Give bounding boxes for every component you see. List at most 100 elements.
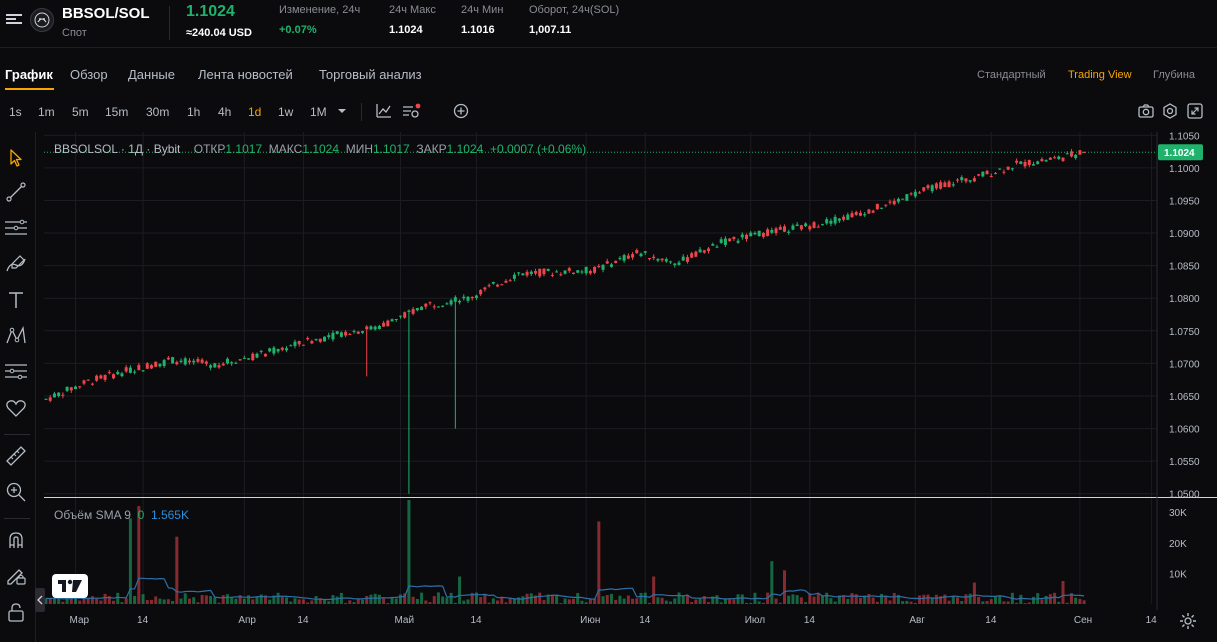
pattern-tool-icon[interactable] bbox=[4, 324, 28, 348]
cursor-tool-icon[interactable] bbox=[4, 146, 28, 170]
volume-bar bbox=[795, 595, 799, 604]
interval-30m[interactable]: 30m bbox=[146, 105, 170, 119]
settings-icon[interactable] bbox=[1161, 102, 1179, 120]
tab-news-feed[interactable]: Лента новостей bbox=[198, 67, 293, 82]
volume-bar bbox=[964, 594, 968, 604]
candle-body bbox=[635, 250, 639, 254]
volume-bar bbox=[901, 601, 905, 604]
candle-body bbox=[57, 392, 61, 397]
candle-body bbox=[120, 373, 124, 377]
interval-1m[interactable]: 1m bbox=[38, 105, 55, 119]
volume-bar bbox=[500, 597, 504, 604]
add-compare-icon[interactable] bbox=[452, 102, 470, 120]
fullscreen-icon[interactable] bbox=[1186, 102, 1204, 120]
collapse-toolbar-icon[interactable] bbox=[35, 588, 45, 612]
lock-icon[interactable] bbox=[4, 600, 28, 624]
candle-body bbox=[1057, 156, 1061, 160]
candle-body bbox=[276, 349, 280, 352]
price-tick-label: 1.0500 bbox=[1169, 490, 1200, 501]
view-depth[interactable]: Глубина bbox=[1153, 69, 1196, 81]
candle-body bbox=[1082, 152, 1086, 154]
favorites-heart-icon[interactable] bbox=[4, 396, 28, 420]
volume-bar bbox=[690, 601, 694, 604]
candle-body bbox=[487, 285, 491, 287]
volume-bar bbox=[1057, 601, 1061, 604]
volume-bar bbox=[787, 595, 791, 604]
candle-body bbox=[559, 274, 563, 276]
candle-body bbox=[863, 214, 867, 216]
volume-bar bbox=[234, 598, 238, 604]
volume-bar bbox=[373, 593, 377, 604]
parallel-lines-tool-icon[interactable] bbox=[4, 216, 28, 240]
candle-body bbox=[926, 185, 930, 189]
candle-body bbox=[103, 375, 107, 380]
trend-line-tool-icon[interactable] bbox=[4, 180, 28, 204]
candle-body bbox=[268, 348, 272, 352]
volume-bar bbox=[728, 598, 732, 604]
volume-legend: Объём SMA 9 0 1.565K bbox=[54, 508, 189, 522]
volume-bar bbox=[238, 595, 242, 604]
interval-1d[interactable]: 1d bbox=[248, 105, 262, 119]
chart-type-icon[interactable] bbox=[375, 102, 393, 120]
volume-bar bbox=[702, 596, 706, 604]
zoom-in-icon[interactable] bbox=[4, 480, 28, 504]
price-tick-label: 1.0850 bbox=[1169, 262, 1200, 273]
candle-body bbox=[466, 296, 470, 301]
interval-dropdown-icon[interactable] bbox=[335, 105, 353, 123]
drawing-toolbar bbox=[0, 132, 36, 642]
interval-1M[interactable]: 1M bbox=[310, 105, 327, 119]
menu-icon[interactable] bbox=[6, 12, 22, 28]
volume-bar bbox=[981, 601, 985, 604]
stat-low-24h: 24ч Мин 1.1016 bbox=[461, 4, 503, 36]
interval-1w[interactable]: 1w bbox=[278, 105, 294, 119]
camera-icon[interactable] bbox=[1137, 102, 1155, 120]
indicators-icon[interactable] bbox=[401, 102, 421, 120]
interval-5m[interactable]: 5m bbox=[72, 105, 89, 119]
tab-overview[interactable]: Обзор bbox=[70, 67, 108, 82]
volume-bar bbox=[529, 593, 533, 604]
tab-chart[interactable]: График bbox=[5, 67, 53, 82]
candle-body bbox=[415, 308, 419, 311]
candle-body bbox=[1010, 168, 1014, 170]
candle-body bbox=[65, 386, 69, 391]
tab-data[interactable]: Данные bbox=[128, 67, 175, 82]
volume-bar bbox=[441, 596, 445, 604]
stat-label: Оборот, 24ч(SOL) bbox=[529, 4, 620, 16]
volume-bar bbox=[934, 594, 938, 604]
stat-value: 1.1024 bbox=[389, 24, 423, 36]
volume-bar bbox=[677, 592, 681, 604]
volume-bar bbox=[947, 600, 951, 604]
tab-trading-analysis[interactable]: Торговый анализ bbox=[319, 67, 422, 82]
view-standard[interactable]: Стандартный bbox=[977, 69, 1046, 81]
volume-bar bbox=[1031, 596, 1035, 604]
volume-bar bbox=[209, 596, 213, 604]
volume-bar bbox=[626, 595, 630, 604]
brush-tool-icon[interactable] bbox=[4, 252, 28, 276]
gear-icon[interactable] bbox=[1178, 611, 1198, 631]
time-tick-label: 14 bbox=[639, 615, 651, 626]
volume-bar bbox=[1065, 602, 1069, 604]
text-tool-icon[interactable] bbox=[4, 288, 28, 312]
candle-body bbox=[242, 357, 246, 359]
candle-body bbox=[639, 253, 643, 257]
candle-body bbox=[567, 268, 571, 271]
candle-body bbox=[394, 319, 398, 321]
candle-body bbox=[981, 171, 985, 177]
candle-body bbox=[956, 179, 960, 181]
volume-bar bbox=[398, 594, 402, 604]
fibonacci-tool-icon[interactable] bbox=[4, 360, 28, 384]
price-chart[interactable]: 1.1050 1.1000 1.0950 1.0900 1.0850 1.0800 1.07… bbox=[44, 132, 1217, 642]
candle-body bbox=[1053, 157, 1057, 159]
interval-4h[interactable]: 4h bbox=[218, 105, 232, 119]
magnet-icon[interactable] bbox=[4, 528, 28, 552]
ruler-tool-icon[interactable] bbox=[4, 444, 28, 468]
view-tradingview[interactable]: Trading View bbox=[1068, 69, 1132, 81]
pair-name[interactable]: BBSOL/SOL bbox=[62, 5, 150, 22]
interval-1s[interactable]: 1s bbox=[9, 105, 22, 119]
interval-15m[interactable]: 15m bbox=[105, 105, 129, 119]
tradingview-logo-icon[interactable] bbox=[52, 574, 88, 598]
lock-drawing-pencil-icon[interactable] bbox=[4, 564, 28, 588]
interval-1h[interactable]: 1h bbox=[187, 105, 201, 119]
volume-bar bbox=[842, 595, 846, 604]
candle-body bbox=[1040, 159, 1044, 162]
